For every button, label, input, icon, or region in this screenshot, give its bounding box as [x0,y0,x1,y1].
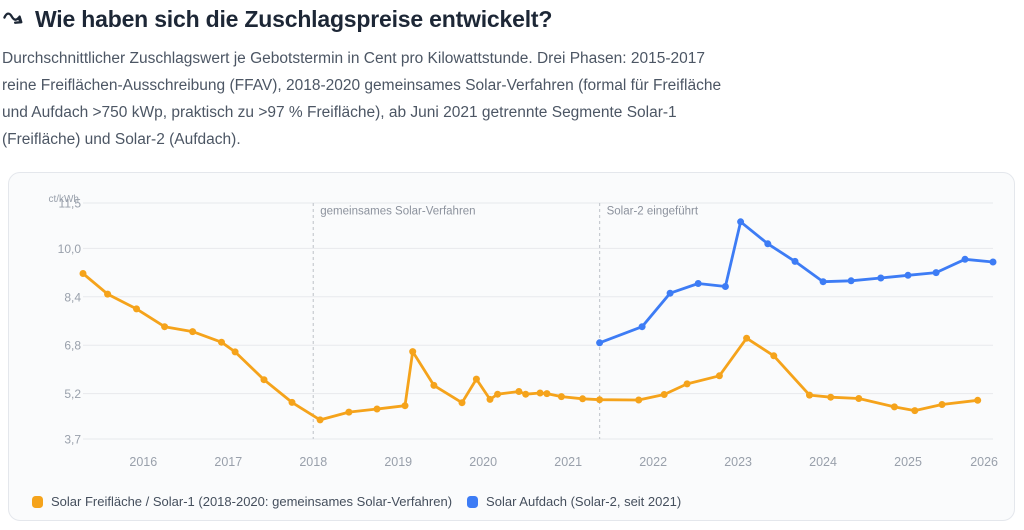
description-line: Durchschnittlicher Zuschlagswert je Gebo… [2,50,706,67]
x-axis-tick-label: 2026 [970,455,998,469]
series-line-solar-aufdach [598,220,995,345]
data-point-solar-freiflaeche [806,391,813,399]
data-point-solar-freiflaeche [536,389,544,397]
data-point-solar-freiflaeche [161,323,169,331]
data-point-solar-freiflaeche [231,348,239,356]
data-point-solar-freiflaeche [260,376,268,384]
data-point-solar-freiflaeche [430,381,438,389]
series-line-solar-freiflaeche [81,272,980,422]
data-point-solar-freiflaeche [401,402,409,410]
phase-annotation-label: gemeinsames Solar-Verfahren [320,206,475,218]
data-point-solar-aufdach [847,277,855,285]
y-axis-tick-label: 11,5 [59,197,82,211]
x-axis-tick-label: 2025 [894,455,922,469]
data-point-solar-aufdach [737,218,745,226]
data-point-solar-freiflaeche [596,396,604,404]
y-axis-tick-label: 3,7 [64,433,81,447]
data-point-solar-freiflaeche [79,270,87,277]
data-point-solar-aufdach [764,240,772,248]
data-point-solar-freiflaeche [911,407,919,415]
data-point-solar-aufdach [961,255,969,263]
y-axis-unit-label: ct/kWh [48,194,79,205]
x-axis-tick-label: 2018 [299,455,327,469]
title-row: Wie haben sich die Zuschlagspreise entwi… [2,6,822,33]
phase-annotation-label: Solar-2 eingeführt [607,206,699,218]
legend-item-solar-freiflaeche[interactable]: Solar Freifläche / Solar-1 (2018-2020: g… [32,494,452,509]
data-point-solar-freiflaeche [218,338,225,346]
data-point-solar-freiflaeche [683,380,691,388]
data-point-solar-freiflaeche [472,375,480,383]
data-point-solar-freiflaeche [345,408,353,416]
x-axis-tick-label: 2020 [469,455,497,469]
data-point-solar-freiflaeche [288,398,296,406]
description-line: (Freifläche) und Solar-2 (Aufdach). [2,131,241,148]
page-title: Wie haben sich die Zuschlagspreise entwi… [35,6,553,32]
data-point-solar-freiflaeche [522,390,530,398]
data-point-solar-freiflaeche [890,403,898,411]
data-point-solar-freiflaeche [486,395,494,403]
y-axis-tick-label: 6,8 [64,339,81,353]
legend-label-solar-aufdach: Solar Aufdach (Solar-2, seit 2021) [486,494,682,509]
y-axis-tick-label: 10,0 [58,242,82,256]
data-point-solar-freiflaeche [494,390,502,398]
data-point-solar-freiflaeche [827,393,835,401]
legend-swatch-solar-aufdach [467,495,479,508]
x-axis-tick-label: 2021 [554,455,582,469]
data-point-solar-aufdach [791,257,799,265]
price-chart: 3,7 5,2 6,8 8,4 10,0 11,5ct/kWh 2016 2017 2018 20… [48,194,998,469]
data-point-solar-freiflaeche [458,399,466,407]
legend-swatch-solar-freiflaeche [32,495,43,508]
data-point-solar-freiflaeche [974,396,982,404]
y-axis-tick-label: 5,2 [64,387,81,401]
data-point-solar-freiflaeche [189,328,197,336]
data-point-solar-aufdach [819,278,827,286]
y-axis-tick-label: 8,4 [64,290,81,304]
data-point-solar-freiflaeche [316,416,324,424]
wavy-arrow-down-right-icon [2,8,26,32]
data-point-solar-freiflaeche [938,401,946,408]
data-point-solar-aufdach [904,271,912,279]
data-point-solar-freiflaeche [855,395,863,402]
data-point-solar-freiflaeche [635,396,643,404]
data-point-solar-aufdach [989,258,997,266]
chart-card: 3,7 5,2 6,8 8,4 10,0 11,5 ct/kWh 2016 2017 2018 20… [8,172,1015,521]
data-point-solar-freiflaeche [373,405,381,413]
x-axis-tick-label: 2019 [384,455,412,469]
data-point-solar-freiflaeche [660,391,668,398]
x-axis-tick-label: 2017 [214,455,242,469]
data-point-solar-aufdach [877,274,885,282]
legend-label-solar-freiflaeche: Solar Freifläche / Solar-1 (2018-2020: g… [51,494,453,509]
data-point-solar-aufdach [596,339,604,347]
data-point-solar-freiflaeche [715,372,723,380]
data-point-solar-aufdach [932,269,940,277]
data-point-solar-freiflaeche [515,388,523,395]
data-point-solar-freiflaeche [743,334,751,342]
data-point-solar-aufdach [721,283,729,290]
chart-legend: Solar Freifläche / Solar-1 (2018-2020: g… [32,494,681,509]
data-point-solar-aufdach [666,289,674,297]
data-point-solar-aufdach [694,280,702,287]
x-axis-tick-label: 2023 [724,455,752,469]
data-point-solar-freiflaeche [133,305,140,313]
question-header: Wie haben sich die Zuschlagspreise entwi… [2,6,822,153]
data-point-solar-freiflaeche [770,352,778,360]
x-axis-tick-label: 2016 [129,455,157,469]
description-line: reine Freiflächen-Ausschreibung (FFAV), … [2,77,722,94]
data-point-solar-freiflaeche [557,393,565,401]
description-line: und Aufdach >750 kWp, praktisch zu >97 %… [2,104,677,121]
data-point-solar-freiflaeche [543,390,551,398]
legend-item-solar-aufdach[interactable]: Solar Aufdach (Solar-2, seit 2021) [467,494,681,509]
data-point-solar-freiflaeche [579,395,587,403]
chart-description: Durchschnittlicher Zuschlagswert je Gebo… [2,45,822,153]
x-axis-tick-label: 2024 [809,455,837,469]
data-point-solar-aufdach [638,323,646,331]
x-axis-tick-label: 2022 [639,455,667,469]
data-point-solar-freiflaeche [104,290,112,298]
data-point-solar-freiflaeche [409,348,417,356]
